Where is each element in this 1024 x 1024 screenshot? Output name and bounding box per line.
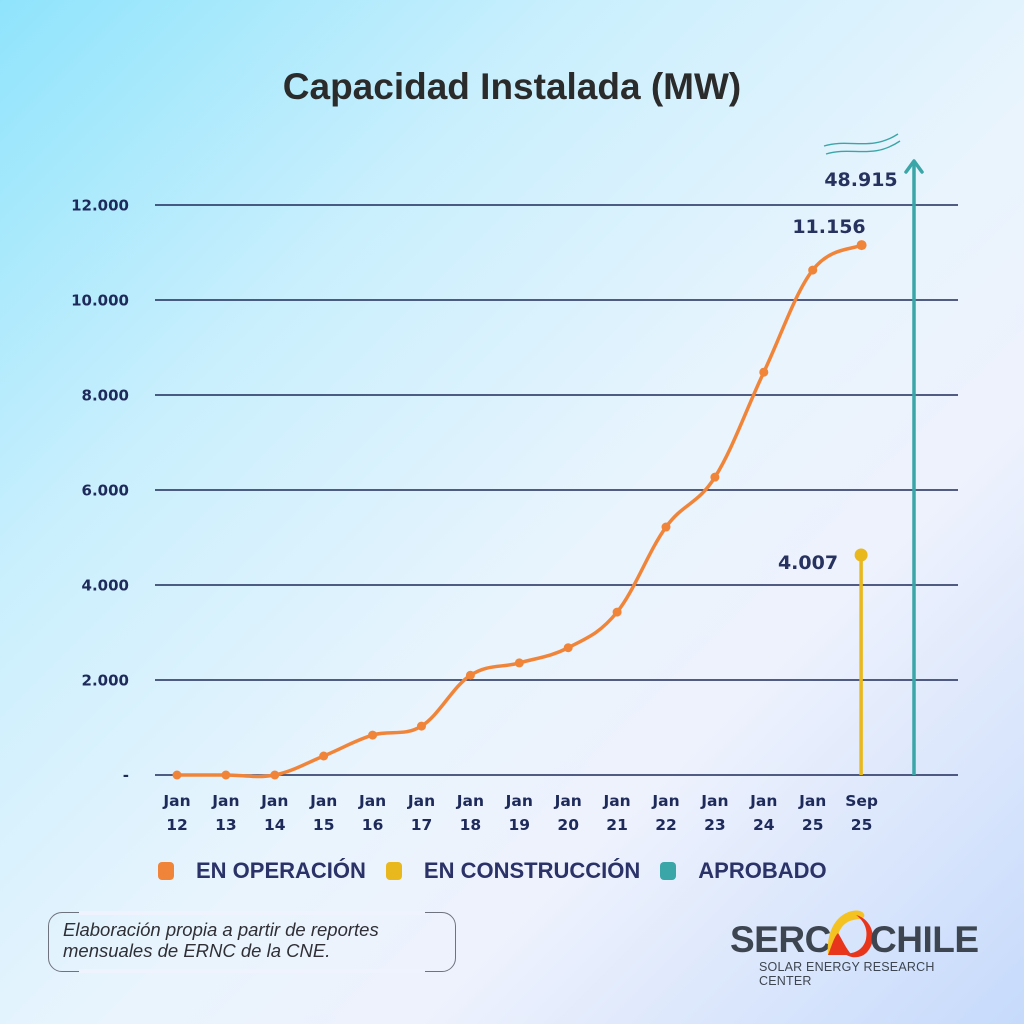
legend-item-aprobado: APROBADO	[660, 858, 827, 884]
series	[172, 133, 924, 780]
annotation-en-operacion: 11.156	[792, 216, 865, 238]
legend-label: EN CONSTRUCCIÓN	[423, 858, 641, 883]
annotations: 11.156 4.007 48.915	[778, 169, 898, 574]
x-tick-label-year: 12	[166, 816, 188, 834]
legend-swatch-yellow	[385, 862, 402, 880]
x-tick-label-year: 21	[606, 816, 628, 834]
x-tick-label-year: 14	[264, 816, 286, 834]
en-operacion-point	[319, 751, 329, 761]
annotation-aprobado: 48.915	[824, 169, 897, 191]
x-tick-label-year: 16	[362, 816, 384, 834]
legend-swatch-teal	[660, 862, 677, 880]
x-tick-label-year: 18	[460, 816, 482, 834]
annotation-en-construccion: 4.007	[778, 552, 838, 574]
en-operacion-point	[270, 770, 280, 780]
x-tick-label-year: 19	[509, 816, 531, 834]
en-operacion-point	[172, 770, 182, 780]
y-tick-label: 8.000	[82, 387, 129, 405]
axis-break-wave-icon	[823, 133, 899, 147]
x-tick-label-year: 25	[802, 816, 824, 834]
legend-label: APROBADO	[698, 858, 827, 883]
x-tick-label-month: Jan	[749, 792, 777, 810]
x-tick-label-month: Jan	[651, 792, 679, 810]
en-operacion-point	[563, 643, 573, 653]
en-operacion-point	[221, 770, 231, 780]
x-tick-label-year: 22	[655, 816, 677, 834]
axis-break-wave-icon	[825, 140, 901, 155]
x-tick-label-month: Jan	[505, 792, 533, 810]
logo-word-serc: SERC	[730, 919, 831, 960]
logo-word-chile: CHILE	[870, 919, 979, 960]
x-tick-label-year: 17	[411, 816, 433, 834]
en-operacion-point	[710, 472, 720, 482]
en-operacion-point	[368, 730, 378, 740]
x-tick-label-month: Jan	[700, 792, 728, 810]
chart-title: Capacidad Instalada (MW)	[282, 66, 742, 107]
en-operacion-point	[514, 658, 524, 668]
x-tick-label-year: 13	[215, 816, 237, 834]
y-tick-label: 2.000	[82, 672, 129, 690]
x-tick-label-month: Jan	[798, 792, 826, 810]
en-construccion-marker	[854, 548, 868, 562]
en-operacion-point	[661, 522, 671, 532]
legend-label: EN OPERACIÓN	[196, 858, 366, 883]
sun-logo-icon	[827, 910, 873, 958]
x-tick-label-month: Sep	[845, 792, 878, 810]
gridlines	[155, 204, 958, 776]
legend-item-en-construccion: EN CONSTRUCCIÓN	[385, 858, 641, 884]
source-note-line-2: mensuales de ERNC de la CNE.	[63, 940, 331, 961]
x-tick-label-month: Jan	[554, 792, 582, 810]
x-tick-label-month: Jan	[358, 792, 386, 810]
legend-swatch-orange	[158, 862, 174, 880]
legend-item-en-operacion: EN OPERACIÓN	[158, 858, 366, 884]
y-tick-label: 4.000	[82, 577, 129, 595]
y-tick-label: 12.000	[71, 197, 129, 215]
serc-chile-logo: SERC CHILE SOLAR ENERGY RESEARCH CENTER	[728, 905, 988, 988]
y-tick-label: -	[123, 767, 129, 785]
x-tick-label-month: Jan	[211, 792, 239, 810]
arrow-up-icon	[904, 159, 924, 174]
x-tick-label-month: Jan	[260, 792, 288, 810]
x-tick-label-year: 25	[851, 816, 873, 834]
x-tick-label-year: 20	[557, 816, 579, 834]
y-axis-ticks: - 2.000 4.000 6.000 8.000 10.000 12.000	[71, 197, 129, 785]
x-tick-label-month: Jan	[162, 792, 190, 810]
source-note-line-1: Elaboración propia a partir de reportes	[63, 919, 379, 940]
en-operacion-point	[417, 721, 426, 731]
en-operacion-point	[759, 367, 769, 377]
x-axis-ticks: Jan 12 Jan 13 Jan 14 Jan 15 Jan 16 Jan 17 Jan 18 Jan 19…	[162, 792, 878, 834]
logo-tagline: SOLAR ENERGY RESEARCH CENTER	[759, 960, 935, 988]
y-tick-label: 10.000	[71, 292, 129, 310]
x-tick-label-year: 24	[753, 816, 775, 834]
x-tick-label-month: Jan	[602, 792, 630, 810]
en-operacion-point	[465, 670, 475, 680]
legend: EN OPERACIÓN EN CONSTRUCCIÓN APROBADO	[158, 858, 847, 884]
x-tick-label-month: Jan	[407, 792, 435, 810]
x-tick-label-year: 15	[313, 816, 335, 834]
source-note: Elaboración propia a partir de reportes …	[48, 911, 456, 973]
en-operacion-line	[175, 243, 864, 779]
y-tick-label: 6.000	[82, 482, 129, 500]
x-tick-label-month: Jan	[456, 792, 484, 810]
en-operacion-point	[612, 607, 622, 617]
x-tick-label-month: Jan	[309, 792, 337, 810]
x-tick-label-year: 23	[704, 816, 726, 834]
en-operacion-point	[808, 265, 818, 275]
en-operacion-point	[856, 240, 867, 251]
